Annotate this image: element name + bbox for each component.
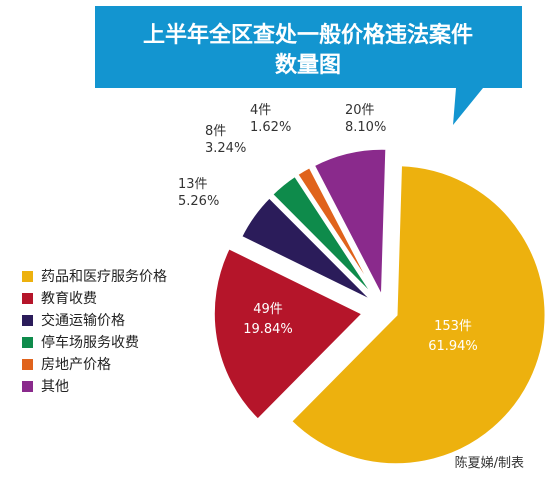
legend-item-3: 交通运输价格 xyxy=(22,309,167,331)
pie-slice-6 xyxy=(311,146,389,305)
slice-percent-label-6: 8.10% xyxy=(345,120,386,135)
legend-item-4: 停车场服务收费 xyxy=(22,331,167,353)
legend-label: 药品和医疗服务价格 xyxy=(41,269,167,285)
slice-percent-label-2: 19.84% xyxy=(243,322,293,337)
legend-swatch xyxy=(22,380,33,392)
credit-text: 陈夏娣/制表 xyxy=(454,456,524,471)
slice-count-label-4: 8件 xyxy=(205,124,226,139)
slice-count-label-3: 13件 xyxy=(178,177,208,192)
legend-swatch xyxy=(22,292,33,304)
title-banner-shape xyxy=(95,6,522,125)
pie-slice-2 xyxy=(211,245,366,423)
slice-count-label-1: 153件 xyxy=(434,319,472,334)
slice-percent-label-3: 5.26% xyxy=(178,194,219,209)
legend-item-5: 房地产价格 xyxy=(22,353,167,375)
pie-slices xyxy=(211,146,548,467)
legend-item-6: 其他 xyxy=(22,375,167,397)
legend-label: 停车场服务收费 xyxy=(41,335,139,351)
legend-swatch xyxy=(22,314,33,326)
legend-label: 交通运输价格 xyxy=(41,313,125,329)
slice-percent-label-5: 1.62% xyxy=(250,120,291,135)
legend: 药品和医疗服务价格 教育收费交通运输价格 停车场服务收费 房地产价格其他 xyxy=(22,265,167,397)
pie-slice-1 xyxy=(288,163,548,467)
chart-title-line-1: 上半年全区查处一般价格违法案件 xyxy=(143,22,473,48)
legend-label: 教育收费 xyxy=(41,291,97,307)
slice-labels: 153件 61.94% 49件 19.84% 13件 5.26% 8件 3.24% 4件 1.62… xyxy=(178,103,478,354)
slice-count-label-2: 49件 xyxy=(253,302,283,317)
chart-title-line-2: 数量图 xyxy=(275,52,341,78)
legend-label: 其他 xyxy=(41,379,69,395)
legend-swatch xyxy=(22,270,33,282)
legend-item-2: 教育收费 xyxy=(22,287,167,309)
pie-slice-4 xyxy=(269,173,379,302)
slice-percent-label-1: 61.94% xyxy=(428,339,478,354)
legend-item-1: 药品和医疗服务价格 xyxy=(22,265,167,287)
slice-count-label-5: 4件 xyxy=(250,103,271,118)
slice-percent-label-4: 3.24% xyxy=(205,141,246,156)
pie-slice-3 xyxy=(238,194,377,305)
pie-slice-5 xyxy=(294,164,381,301)
legend-swatch xyxy=(22,358,33,370)
legend-label: 房地产价格 xyxy=(41,357,111,373)
legend-swatch xyxy=(22,336,33,348)
slice-count-label-6: 20件 xyxy=(345,103,375,118)
